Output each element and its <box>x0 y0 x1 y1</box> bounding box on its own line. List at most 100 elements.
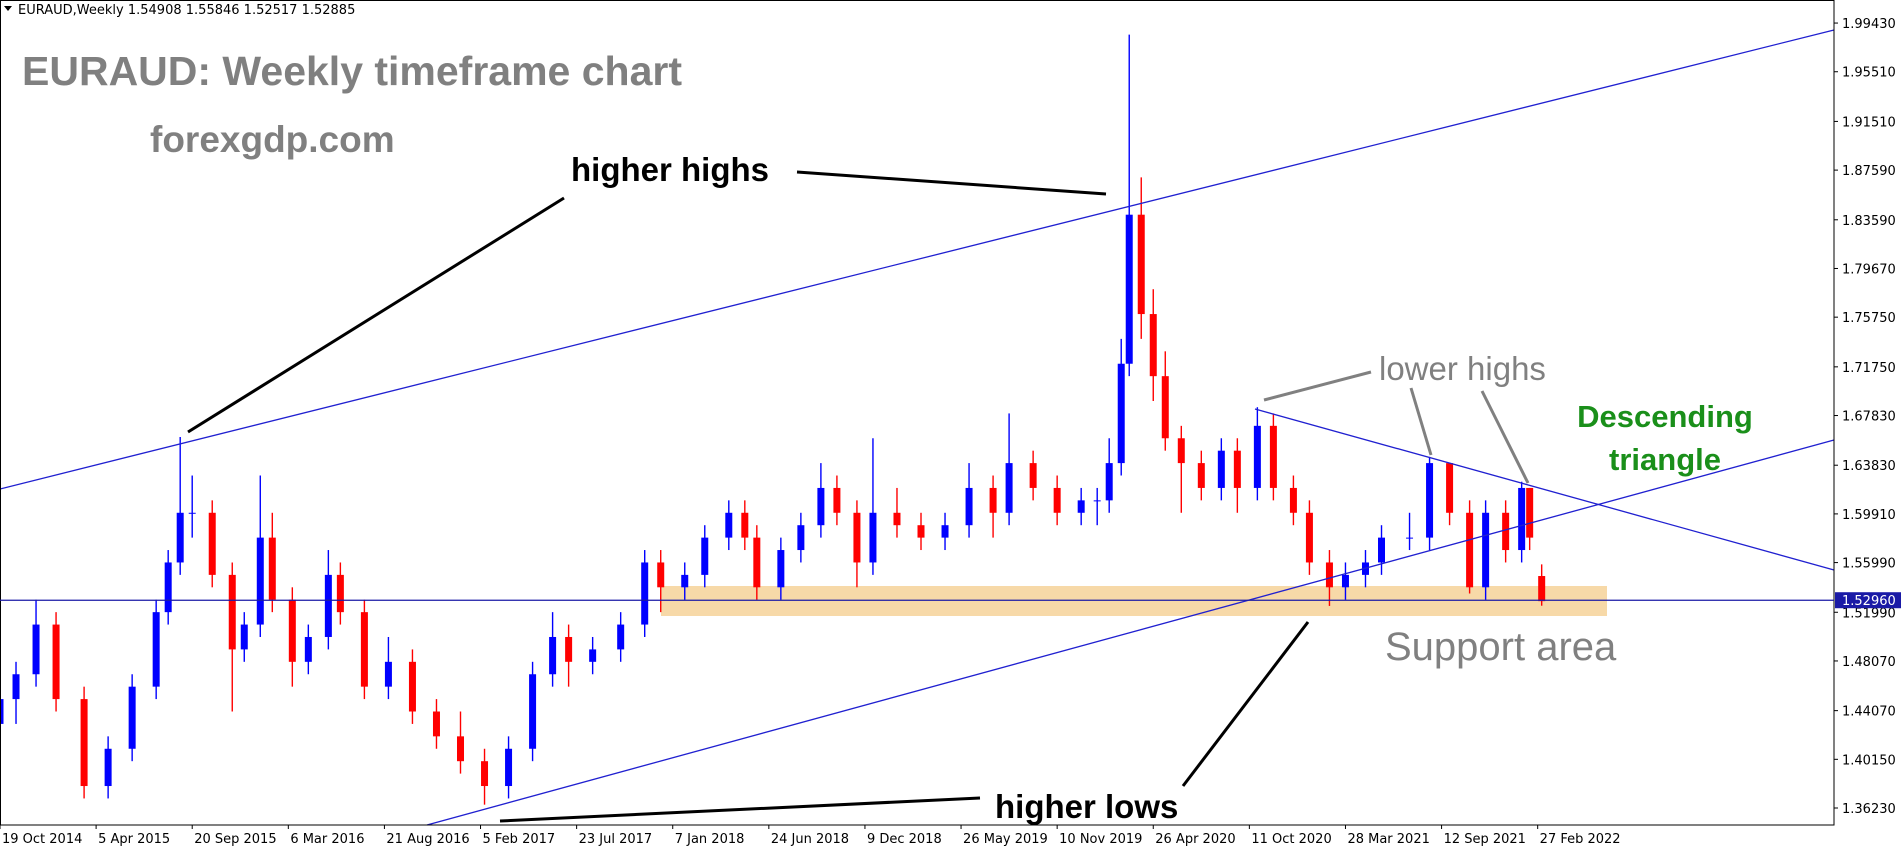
candle-body <box>869 512 877 563</box>
candle-body <box>1482 512 1490 588</box>
y-tick-label: 1.99430 <box>1842 17 1896 32</box>
pointer <box>1409 387 1433 456</box>
x-tick-label: 5 Apr 2015 <box>98 832 170 847</box>
x-tick-label: 7 Jan 2018 <box>675 832 745 847</box>
y-tick-label: 1.71750 <box>1842 361 1896 376</box>
y-tick-label: 1.75750 <box>1842 311 1896 326</box>
candle-body <box>1125 214 1133 364</box>
drawings <box>0 29 1835 826</box>
annotation: higher lows <box>995 788 1178 825</box>
header-high: 1.55846 <box>186 3 240 18</box>
y-tick-label: 1.63830 <box>1842 459 1896 474</box>
candle-body <box>753 537 761 588</box>
x-tick-label: 6 Mar 2016 <box>290 832 364 847</box>
annotation: triangle <box>1609 442 1721 477</box>
x-tick-label: 12 Sep 2021 <box>1444 832 1526 847</box>
candle-body <box>1253 425 1261 488</box>
candle-body <box>1093 500 1101 502</box>
y-tick-label: 1.67830 <box>1842 410 1896 425</box>
current-price-box <box>1835 592 1901 609</box>
candle-body <box>1029 463 1037 488</box>
candle-body <box>52 624 60 700</box>
x-tick-label: 26 May 2019 <box>963 832 1048 847</box>
candle-body <box>384 661 392 687</box>
x-tick-label: 28 Mar 2021 <box>1347 832 1429 847</box>
y-tick-label: 1.44070 <box>1842 705 1896 720</box>
menu-icon[interactable] <box>4 6 12 11</box>
support-zone <box>661 586 1607 616</box>
x-tick-label: 27 Feb 2022 <box>1540 832 1621 847</box>
candle-body <box>1466 512 1474 588</box>
x-tick-label: 11 Oct 2020 <box>1251 832 1331 847</box>
candle-body <box>12 674 20 700</box>
candle-body <box>1502 512 1510 551</box>
annotation: Descending <box>1577 399 1753 434</box>
candle-body <box>549 636 557 675</box>
x-tick-label: 26 Apr 2020 <box>1155 832 1235 847</box>
x-tick-label: 21 Aug 2016 <box>386 832 469 847</box>
candle-body <box>481 761 489 787</box>
candle-body <box>128 686 136 749</box>
candle-body <box>1077 500 1085 513</box>
descending-line <box>1254 408 1835 571</box>
candle-body <box>529 674 537 749</box>
candle-body <box>1105 463 1113 501</box>
candle-body <box>853 512 861 563</box>
candle-body <box>360 612 368 687</box>
upper-channel-line <box>0 29 1835 490</box>
candle-body <box>1233 450 1241 488</box>
y-tick-label: 1.79670 <box>1842 262 1896 277</box>
x-tick-label: 24 Jun 2018 <box>771 832 849 847</box>
y-tick-label: 1.83590 <box>1842 214 1896 229</box>
y-tick-label: 1.87590 <box>1842 164 1896 179</box>
candle-body <box>989 487 997 513</box>
candle-body <box>457 736 465 762</box>
y-tick-label: 1.55990 <box>1842 557 1896 572</box>
candle-body <box>1117 363 1125 464</box>
candle-body <box>893 512 901 526</box>
y-tick-label: 1.48070 <box>1842 655 1896 670</box>
candle-body <box>1269 425 1277 488</box>
candle-body <box>817 487 825 526</box>
candle-body <box>1197 463 1205 488</box>
candle-body <box>152 612 160 687</box>
candle-body <box>1161 376 1169 439</box>
pointer <box>499 796 981 823</box>
candle-body <box>941 525 949 538</box>
symbol: EURAUD,Weekly <box>18 3 124 18</box>
pointer <box>187 196 565 434</box>
y-tick-label: 1.40150 <box>1842 753 1896 768</box>
header: EURAUD,Weekly 1.54908 1.55846 1.52517 1.… <box>18 3 355 18</box>
candle-body <box>1005 463 1013 513</box>
x-tick-label: 10 Nov 2019 <box>1059 832 1142 847</box>
candle-body <box>0 699 4 724</box>
pointer <box>1263 370 1372 402</box>
candle-body <box>288 599 296 662</box>
candle-body <box>565 636 573 662</box>
candle-body <box>164 562 172 613</box>
candle-body <box>1289 487 1297 513</box>
annotation: lower highs <box>1379 350 1546 387</box>
candle-body <box>617 624 625 650</box>
header-open: 1.54908 <box>128 3 182 18</box>
candle-body <box>1446 463 1454 513</box>
x-tick-label: 19 Oct 2014 <box>2 832 82 847</box>
candle-body <box>1518 487 1526 551</box>
candle-body <box>1378 537 1386 563</box>
x-tick-label: 23 Jul 2017 <box>579 832 653 847</box>
candle-body <box>1426 463 1434 538</box>
subtitle: forexgdp.com <box>150 119 395 160</box>
candle-body <box>657 562 665 588</box>
candle-body <box>1053 487 1061 513</box>
candle-body <box>965 487 973 526</box>
y-tick-label: 1.51990 <box>1842 606 1896 621</box>
candle-body <box>701 537 709 575</box>
pointer <box>796 170 1107 196</box>
header-low: 1.52517 <box>244 3 298 18</box>
candle-body <box>725 512 733 538</box>
candle-body <box>336 574 344 613</box>
x-tick-label: 20 Sep 2015 <box>194 832 276 847</box>
x-tick-label: 9 Dec 2018 <box>867 832 942 847</box>
